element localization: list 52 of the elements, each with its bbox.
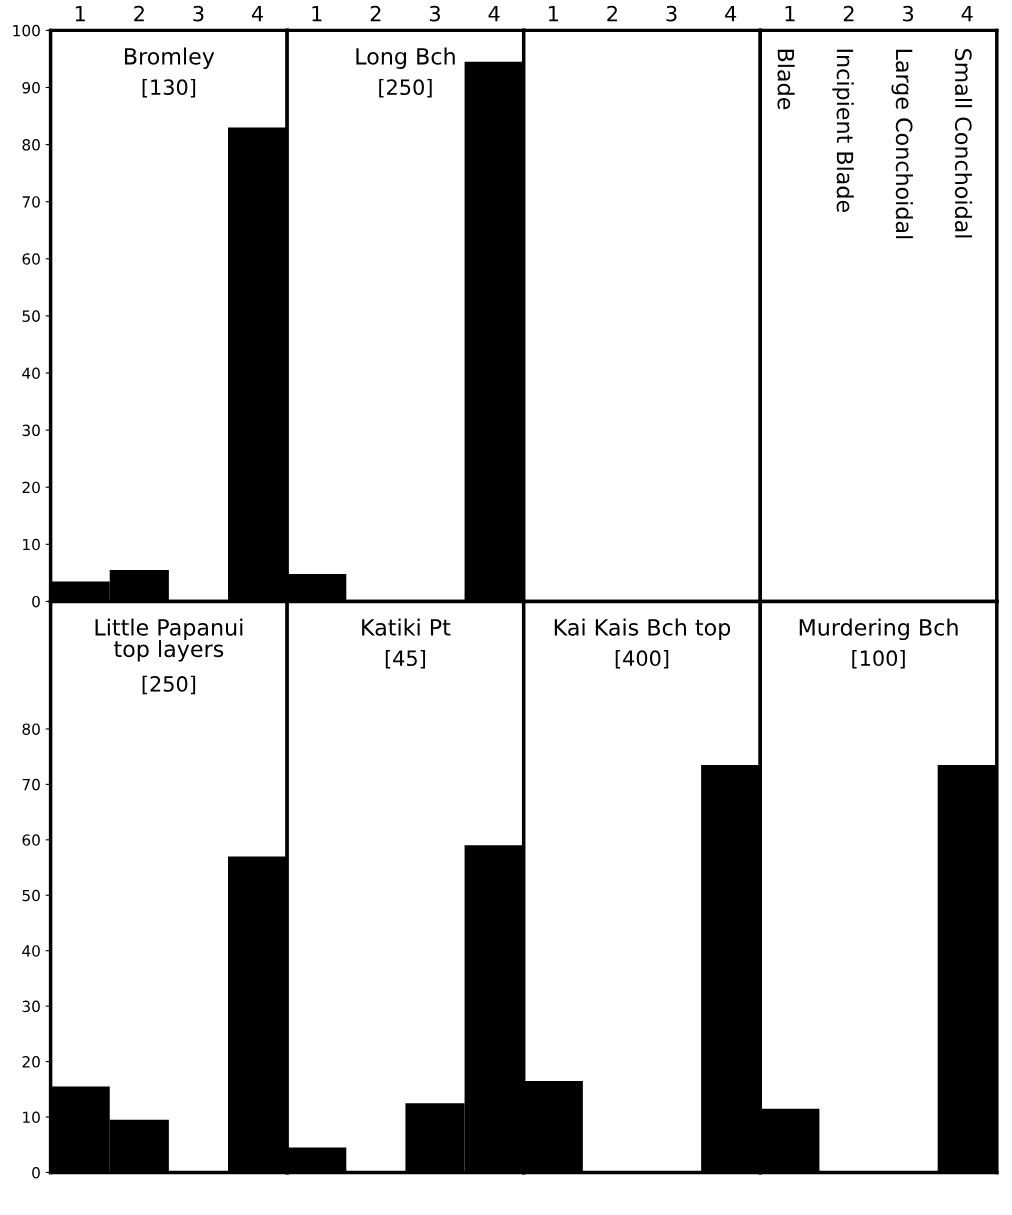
annotation: Blade [777,49,795,110]
y-tick-label: 70 [22,778,40,791]
text: Bromley [125,47,215,70]
y-tick-label: 30 [22,1000,40,1013]
x-tick-label: 2 [370,5,381,22]
text: Little Papanui top layers [95,618,243,662]
x-tick-label: 4 [251,5,264,22]
y-tick-label: 10 [23,538,40,551]
text: [400] [615,649,669,669]
y-tick-label: 40 [22,367,40,380]
y-tick-label: 70 [22,196,40,208]
x-tick-label: 3 [429,5,440,22]
y-tick-label: 20 [22,481,40,494]
y-tick-label: 20 [22,1056,40,1068]
y-tick-label: 10 [23,1111,40,1124]
text: [100] [852,649,905,669]
y-tick-label: 0 [32,595,40,608]
text: [45] [385,649,426,669]
text: Katiki Pt [362,618,451,636]
x-tick-label: 2 [607,5,617,22]
x-tick-label: 3 [666,5,677,22]
y-tick-label: 60 [22,253,40,265]
annotation: Large Conchoidal [891,49,913,239]
x-tick-label: 1 [75,5,85,22]
y-tick-label: 90 [22,81,40,94]
y-tick-label: 80 [22,723,40,735]
y-tick-label: 40 [22,945,40,957]
x-tick-label: 1 [312,5,322,22]
x-tick-label: 4 [488,5,500,22]
annotation: Small Conchoidal [954,48,973,238]
y-tick-label: 50 [22,310,40,322]
y-tick-label: 50 [22,889,40,902]
y-tick-label: 60 [22,834,40,846]
x-tick-label: 4 [961,5,973,22]
y-tick-label: 30 [22,424,40,437]
y-tick-label: 80 [22,139,40,151]
x-tick-label: 1 [548,5,558,22]
x-tick-label: 3 [903,5,914,22]
text: [250] [379,78,432,98]
text: Long Bch [356,47,455,70]
y-tick-label: 100 [13,24,40,37]
text: Murdering Bch [799,618,958,641]
x-tick-label: 2 [134,5,144,22]
text: [250] [142,675,196,695]
y-tick-label: 0 [32,1166,40,1179]
x-tick-label: 2 [843,5,854,22]
x-tick-label: 4 [725,5,737,22]
text: Kai Kais Bch top [554,618,731,641]
annotation: Incipient Blade [832,49,854,212]
x-tick-label: 3 [193,5,204,22]
text: [130] [142,78,196,98]
x-tick-label: 1 [785,5,795,22]
